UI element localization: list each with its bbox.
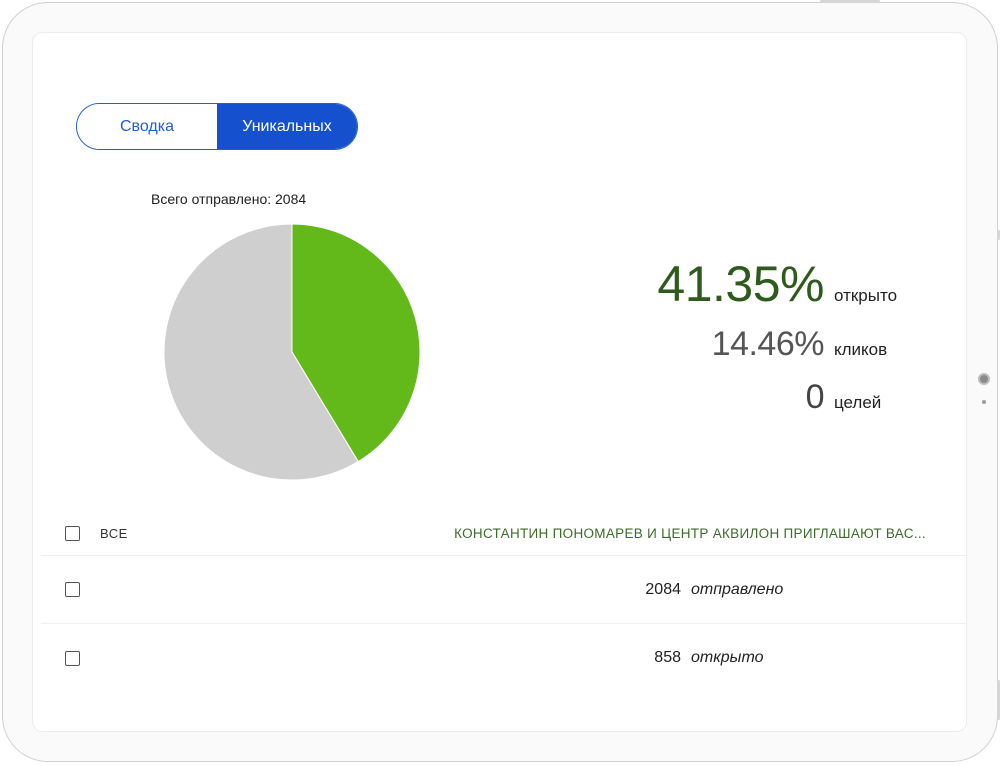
right-edge-button [997,230,1000,240]
select-all-label: ВСЕ [100,525,128,541]
sensor-dot [982,400,986,404]
stat-goals-label: целей [834,393,882,412]
tab-unique[interactable]: Уникальных [217,104,357,149]
table-row: 858 открыто [41,624,966,692]
stat-clicks-label: кликов [834,340,888,359]
row-checkbox[interactable] [65,650,80,666]
stat-clicks-value: 14.46% [711,325,825,363]
pie-slice-1 [163,223,359,481]
pie-chart [161,221,423,483]
table-header-row: ВСЕ КОНСТАНТИН ПОНОМАРЕВ И ЦЕНТР АКВИЛОН… [41,511,966,556]
view-toggle: Сводка Уникальных [76,103,358,150]
row-value: 858 [654,649,681,666]
row-label: отправлено [691,580,784,598]
stat-open-value: 41.35% [657,256,824,312]
row-label: открыто [691,649,764,666]
select-all-checkbox[interactable] [65,525,80,541]
right-edge-button-lower [997,680,1000,720]
total-sent-label: Всего отправлено: 2084 [151,191,307,207]
camera-icon [978,373,990,385]
tab-summary[interactable]: Сводка [77,104,217,149]
stat-open-label: открыто [834,286,898,305]
pie-slice-0 [291,223,421,463]
campaign-column-header[interactable]: КОНСТАНТИН ПОНОМАРЕВ И ЦЕНТР АКВИЛОН ПРИ… [454,525,926,541]
table-row: 2084 отправлено [41,556,966,624]
report-screen: Сводка Уникальных Всего отправлено: 2084… [32,32,967,732]
row-checkbox[interactable] [65,582,80,597]
top-edge-button [820,0,880,3]
row-value: 2084 [645,580,681,598]
stat-open: 41.35% открыто [657,255,910,313]
stat-clicks: 14.46% кликов [712,325,910,364]
stat-goals-value: 0 [805,378,825,416]
stat-goals: 0 целей [806,378,910,417]
stats-table: ВСЕ КОНСТАНТИН ПОНОМАРЕВ И ЦЕНТР АКВИЛОН… [41,511,966,692]
